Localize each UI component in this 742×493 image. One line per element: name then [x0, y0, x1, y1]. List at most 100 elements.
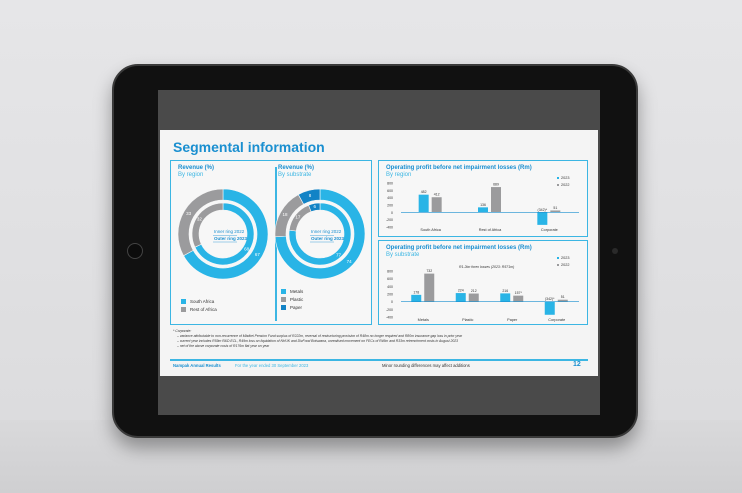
bar	[550, 210, 561, 213]
data-label: 157*	[515, 291, 523, 295]
donut-slice	[275, 188, 366, 280]
bar	[411, 294, 422, 302]
legend-item: South Africa	[181, 299, 217, 304]
presentation-slide: Segmental information Revenue (%) By reg…	[160, 130, 598, 376]
slice-label: 74	[347, 259, 353, 264]
data-label: (342)*	[545, 297, 555, 301]
footer-report-name: Nampak Annual Results	[173, 363, 221, 368]
slice-label: 33	[186, 211, 192, 216]
footer-period: For the year ended 30 September 2023	[235, 363, 309, 368]
legend-swatch	[281, 297, 286, 302]
data-label: 212	[471, 289, 477, 293]
x-tick-label: Corporate	[541, 228, 558, 232]
footnote: * Corporate:	[173, 329, 192, 333]
bar-chart-substrate: 800 600 400 200 0 -200 -400 178 732 Metals 224 212 P…	[386, 256, 579, 322]
ring-legend-inner: Inner ring 2022	[311, 229, 342, 234]
slice-label: 17	[295, 214, 301, 219]
legend-swatch	[557, 257, 559, 259]
y-tick-label: 400	[387, 196, 393, 200]
y-tick-label: 800	[387, 182, 393, 186]
x-tick-label: Plastic	[462, 318, 473, 322]
data-label: 51	[553, 206, 557, 210]
legend-label: 2022	[561, 183, 569, 187]
legend-label: 2023	[561, 256, 569, 260]
x-tick-label: Metals	[418, 318, 429, 322]
slice-label: 18	[282, 212, 288, 217]
footer-rule	[170, 359, 588, 361]
slice-label: 67	[255, 252, 261, 257]
bar-chart-region: 800 600 400 200 0 -200 -400 482 412 South Africa 1…	[386, 176, 579, 232]
data-label: 136	[480, 203, 486, 207]
legend-label: 2023	[561, 176, 569, 180]
home-button[interactable]	[127, 243, 143, 259]
footer-note: Minor rounding differences may affect ad…	[382, 363, 470, 368]
y-tick-label: -400	[386, 316, 393, 320]
bar	[544, 301, 555, 315]
legend-swatch	[281, 305, 286, 310]
donut-slice	[297, 188, 321, 205]
donut-slice	[177, 188, 224, 257]
donut-subtitle: By substrate	[278, 172, 312, 178]
legend-swatch	[181, 299, 186, 304]
y-tick-label: -200	[386, 218, 393, 222]
bar	[431, 197, 442, 213]
legend-swatch	[557, 184, 559, 186]
page-number: 12	[573, 361, 581, 368]
x-tick-label: Paper	[507, 318, 518, 322]
data-label: 216	[502, 289, 508, 293]
legend-label: Metals	[290, 289, 304, 294]
chart-title: Operating profit before net impairment l…	[386, 165, 532, 171]
panel-divider	[275, 167, 277, 321]
camera-icon	[612, 248, 618, 254]
y-tick-label: 0	[391, 300, 393, 304]
ring-legend-outer: Outer ring 2023	[311, 236, 345, 241]
ring-legend-inner: Inner ring 2022	[214, 229, 245, 234]
data-label: (342)*	[538, 208, 548, 212]
legend-item: Metals	[281, 289, 303, 294]
footnote: – net of the above corporate costs of R1…	[177, 344, 270, 348]
chart-subtitle: By region	[386, 172, 412, 178]
data-label: 482	[421, 190, 427, 194]
donut-chart-region: 67 33 68 32 Inner ring 2022 Outer ring 2023	[177, 188, 269, 280]
legend-label: South Africa	[190, 299, 215, 304]
bar	[557, 299, 568, 302]
legend-label: Rest of Africa	[190, 307, 217, 312]
y-tick-label: 800	[387, 270, 393, 274]
slice-label: 8	[309, 193, 312, 198]
legend-label: Paper	[290, 305, 303, 310]
legend-item: Plastic	[281, 297, 303, 302]
legend-swatch	[281, 289, 286, 294]
data-label: 224	[458, 289, 464, 293]
donut-subtitle: By region	[178, 172, 204, 178]
legend-item: Paper	[281, 305, 303, 310]
data-label: 51	[561, 295, 565, 299]
bar	[455, 293, 466, 302]
chart-title: Operating profit before net impairment l…	[386, 245, 532, 251]
chart-subtitle: By substrate	[386, 252, 420, 258]
legend-label: Plastic	[290, 297, 304, 302]
y-tick-label: 600	[387, 189, 393, 193]
legend-item: Rest of Africa	[181, 307, 217, 312]
bar	[468, 293, 479, 302]
donut-title: Revenue (%)	[178, 165, 215, 171]
bar	[418, 194, 429, 213]
y-tick-label: 600	[387, 277, 393, 281]
data-label: 732	[426, 269, 432, 273]
x-tick-label: South Africa	[420, 228, 441, 232]
bar	[500, 293, 511, 302]
bar	[491, 187, 501, 213]
op-profit-region-panel: Operating profit before net impairment l…	[378, 160, 588, 237]
bar	[424, 273, 435, 302]
legend-swatch	[557, 264, 559, 266]
data-label: 689	[493, 183, 499, 187]
data-label: 178	[413, 290, 419, 294]
slice-label: 32	[197, 216, 203, 221]
revenue-panel: Revenue (%) By region Revenue (%) By sub…	[170, 160, 372, 325]
footnote: – variance attributable to non-recurrenc…	[177, 334, 462, 338]
bar	[478, 207, 488, 213]
ring-legend-outer: Outer ring 2023	[214, 236, 248, 241]
slice-label: 77	[336, 253, 342, 258]
footnote: – current year includes R59m R&D ECL, R4…	[177, 339, 459, 343]
y-tick-label: 200	[387, 204, 393, 208]
legend-label: 2022	[561, 263, 569, 267]
